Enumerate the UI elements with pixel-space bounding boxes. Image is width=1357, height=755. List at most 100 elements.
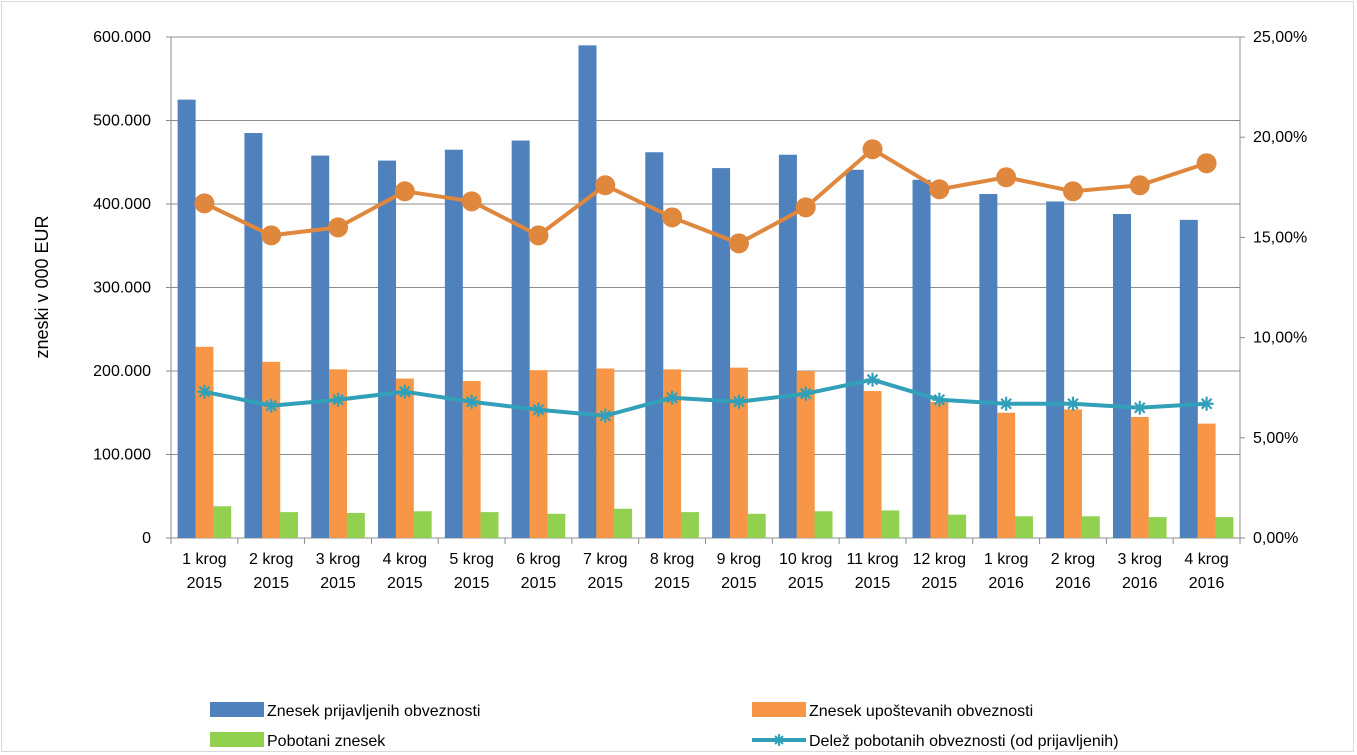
bar [863, 391, 882, 538]
x-tick-label: 2 krog [1051, 551, 1095, 568]
x-tick-label-year: 2015 [922, 575, 958, 592]
bar [1148, 517, 1167, 538]
data-point [598, 408, 613, 423]
y-left-tick-label: 400.000 [93, 196, 151, 213]
x-tick-label: 4 krog [1184, 551, 1228, 568]
x-tick-label: 5 krog [449, 551, 493, 568]
data-point [264, 398, 279, 413]
y-right-tick-label: 20,00% [1253, 129, 1307, 146]
x-tick-label-year: 2015 [654, 575, 690, 592]
bar [195, 346, 214, 538]
data-point [328, 217, 349, 238]
legend-swatch [752, 702, 806, 717]
y-right-tick-label: 10,00% [1253, 330, 1307, 347]
bar [1081, 516, 1100, 538]
data-point [996, 167, 1017, 188]
x-tick-label: 8 krog [650, 551, 694, 568]
bars [177, 45, 1234, 539]
x-tick-label: 3 krog [316, 551, 360, 568]
bar [1215, 517, 1234, 538]
data-point [865, 372, 880, 387]
bar [881, 510, 900, 538]
bar [645, 152, 664, 539]
bar [747, 513, 766, 538]
data-point [464, 394, 479, 409]
series-line [203, 377, 1207, 418]
y-axis-title: zneski v 000 EUR [32, 215, 52, 358]
data-point [528, 225, 549, 246]
y-left-tick-label: 600.000 [93, 29, 151, 46]
legend-swatch [210, 702, 264, 717]
x-tick-label: 7 krog [583, 551, 627, 568]
x-tick-label: 3 krog [1118, 551, 1162, 568]
x-tick-label-year: 2016 [988, 575, 1024, 592]
data-point [397, 384, 412, 399]
data-point [461, 191, 482, 212]
tick-labels: 0 100.000 200.000 300.000 400.000 500.000 600.… [93, 29, 1307, 592]
legend-label: Znesek prijavljenih obveznosti [267, 703, 480, 720]
x-tick-label-year: 2016 [1122, 575, 1158, 592]
lines [194, 139, 1217, 423]
data-point [728, 233, 749, 254]
data-point [331, 392, 346, 407]
data-point [261, 225, 282, 246]
bar [596, 368, 615, 538]
x-tick-label-year: 2015 [187, 575, 223, 592]
bar [311, 155, 330, 538]
bar [930, 401, 949, 538]
bar [663, 369, 682, 538]
x-tick-label-year: 2015 [855, 575, 891, 592]
bar [462, 381, 481, 538]
data-point [1132, 400, 1147, 415]
bar [244, 133, 263, 538]
data-point [1196, 153, 1217, 174]
x-tick-label: 1 krog [182, 551, 226, 568]
x-tick-label: 4 krog [383, 551, 427, 568]
x-tick-label: 10 krog [779, 551, 832, 568]
x-tick-label: 9 krog [717, 551, 761, 568]
x-tick-label-year: 2016 [1055, 575, 1091, 592]
bar [1046, 201, 1065, 538]
x-tick-label-year: 2016 [1189, 575, 1225, 592]
series-line [203, 147, 1208, 246]
data-point [197, 384, 212, 399]
data-point [929, 179, 950, 200]
legend-label: Znesek upoštevanih obveznosti [809, 703, 1033, 720]
bar [213, 506, 232, 538]
bar [614, 508, 633, 538]
bar [680, 512, 699, 538]
bar [979, 193, 998, 539]
y-left-tick-label: 500.000 [93, 113, 151, 130]
legend-marker [773, 734, 785, 746]
bar [729, 367, 748, 538]
x-tick-label-year: 2015 [721, 575, 757, 592]
data-point [1062, 181, 1083, 202]
data-point [1129, 175, 1150, 196]
bar [712, 168, 731, 538]
x-tick-label: 11 krog [846, 551, 898, 568]
y-left-tick-label: 300.000 [93, 280, 151, 297]
bar [413, 511, 432, 538]
y-right-tick-label: 25,00% [1253, 29, 1307, 46]
x-tick-label-year: 2015 [320, 575, 356, 592]
bar [444, 149, 463, 538]
y-right-tick-label: 5,00% [1253, 430, 1298, 447]
legend-label: Pobotani znesek [267, 733, 386, 750]
bar [912, 179, 931, 538]
data-point [1199, 396, 1214, 411]
bar [1112, 214, 1131, 538]
bar [845, 169, 864, 538]
bar [177, 99, 196, 538]
data-point [795, 197, 816, 218]
x-tick-label-year: 2015 [253, 575, 289, 592]
bar [329, 369, 348, 538]
data-point [1065, 396, 1080, 411]
data-point [394, 181, 415, 202]
bar [778, 154, 797, 539]
bar [480, 512, 499, 538]
bar [814, 511, 833, 538]
data-point [932, 392, 947, 407]
data-point [665, 390, 680, 405]
bar [511, 140, 530, 539]
